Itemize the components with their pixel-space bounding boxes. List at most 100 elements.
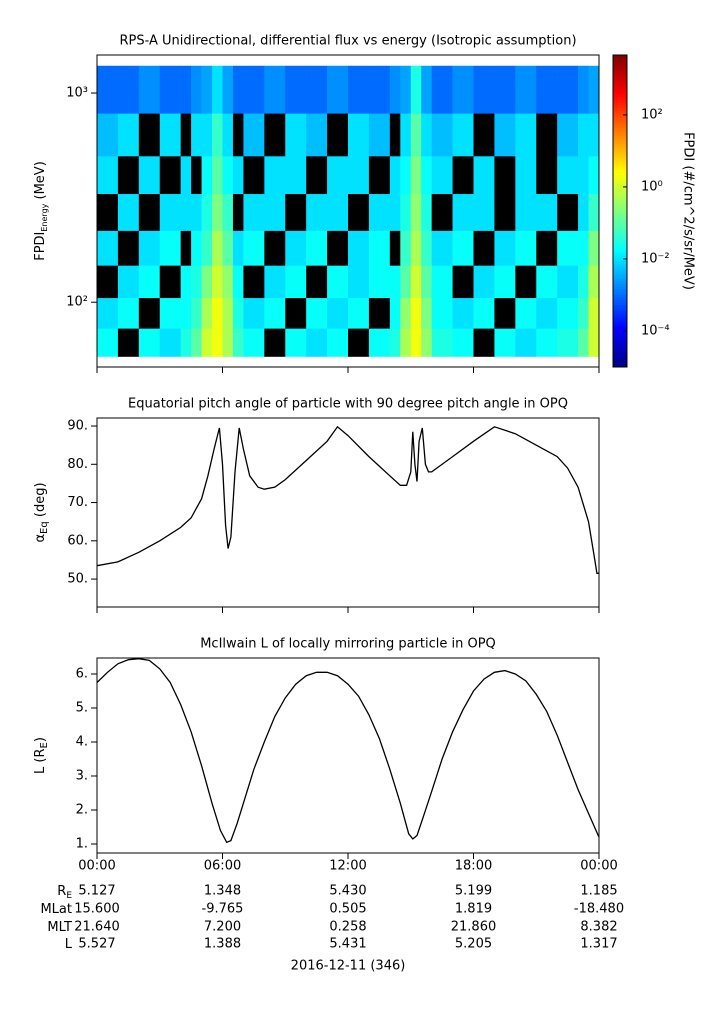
- spectrogram-cell: [180, 65, 192, 114]
- colorbar-swatch: [613, 234, 627, 238]
- spectrogram-cell: [327, 113, 349, 157]
- spectrogram-cell: [222, 65, 234, 114]
- spectrogram-cell: [494, 193, 516, 231]
- colorbar-swatch: [613, 242, 627, 246]
- spectrogram-cell: [588, 265, 600, 299]
- spectrogram-cell: [473, 113, 495, 157]
- ephemeris-label-sub: E: [66, 891, 72, 901]
- spectrogram-cell: [97, 328, 119, 357]
- spectrogram-cell: [473, 328, 495, 357]
- colorbar-tick-label: 10⁻⁴: [641, 323, 670, 338]
- spectrogram-cell: [578, 113, 589, 157]
- spectrogram-cell: [117, 156, 140, 195]
- spectrogram-cell: [180, 297, 192, 329]
- spectrogram-cell: [515, 113, 537, 157]
- spectrogram-cell: [138, 297, 161, 329]
- date-label: 2016-12-11 (346): [291, 959, 406, 974]
- y-tick-label: 1.: [76, 836, 88, 851]
- spectrogram-cell: [400, 297, 412, 329]
- spectrogram-cell: [222, 265, 234, 299]
- colorbar-frame: [612, 54, 628, 368]
- colorbar-swatch: [613, 68, 627, 72]
- colorbar-swatch: [613, 101, 627, 105]
- spectrogram-cell: [117, 193, 140, 231]
- ephemeris-label-main: MLat: [40, 902, 72, 917]
- colorbar-swatch: [613, 164, 627, 168]
- spectrogram-cell: [327, 328, 349, 357]
- colorbar-swatch: [613, 179, 627, 183]
- spectrogram-cell: [138, 113, 161, 157]
- ephemeris-value: 7.200: [204, 920, 241, 935]
- colorbar-swatch: [613, 213, 627, 217]
- spectrogram-cell: [452, 230, 474, 266]
- spectrogram-cell: [578, 65, 589, 114]
- colorbar-swatch: [613, 260, 627, 264]
- spectrogram-cell: [421, 65, 432, 114]
- colorbar-swatch: [613, 159, 627, 163]
- x-tick-label: 00:00: [580, 859, 617, 874]
- spectrogram-cell: [191, 328, 202, 357]
- colorbar-swatch: [613, 143, 627, 147]
- spectrogram-cell: [400, 113, 412, 157]
- colorbar-swatch: [613, 161, 627, 165]
- spectrogram-cell: [159, 156, 181, 195]
- colorbar-swatch: [613, 244, 627, 248]
- spectrogram-cell: [431, 113, 453, 157]
- spectrogram-cell: [191, 230, 202, 266]
- colorbar-swatch: [613, 270, 627, 274]
- spectrogram-cell: [494, 65, 516, 114]
- colorbar-swatch: [613, 153, 627, 157]
- ephemeris-value: 5.127: [78, 884, 115, 899]
- spectrogram-cell: [494, 113, 516, 157]
- spectrogram-cell: [159, 193, 181, 231]
- spectrogram-cell: [138, 265, 161, 299]
- colorbar-swatch: [613, 276, 627, 280]
- ephemeris-value: 1.317: [580, 937, 617, 952]
- colorbar-tick-label: 10⁰: [641, 179, 663, 194]
- spectrogram-cell: [536, 65, 558, 114]
- colorbar-swatch: [613, 283, 627, 287]
- spectrogram-cell: [243, 113, 265, 157]
- spectrogram-cell: [159, 65, 181, 114]
- spectrogram-cell: [201, 65, 213, 114]
- spectrogram-cell: [117, 265, 140, 299]
- spectrogram-cell: [117, 113, 140, 157]
- spectrogram-cell: [431, 328, 453, 357]
- colorbar-swatch: [613, 65, 627, 69]
- colorbar-swatch: [613, 114, 627, 118]
- colorbar-swatch: [613, 99, 627, 103]
- spectrogram-cell: [368, 156, 391, 195]
- y-axis-label-part: Energy: [40, 203, 49, 231]
- spectrogram-cell: [578, 328, 589, 357]
- y-axis-label-part: α: [33, 534, 48, 543]
- colorbar-swatch: [613, 273, 627, 277]
- spectrogram-cell: [191, 193, 202, 231]
- spectrogram-cell: [97, 65, 119, 114]
- ephemeris-label-main: R: [57, 884, 66, 899]
- spectrogram-cell: [306, 193, 328, 231]
- ephemeris-label: L: [65, 937, 73, 952]
- colorbar-swatch: [613, 211, 627, 215]
- spectrogram-cell: [243, 193, 265, 231]
- colorbar-swatch: [613, 356, 627, 360]
- spectrogram-cell: [348, 113, 370, 157]
- spectrogram-cell: [222, 113, 234, 157]
- spectrogram-cell: [557, 328, 579, 357]
- spectrogram-cell: [222, 297, 234, 329]
- spectrogram-cell: [201, 297, 213, 329]
- colorbar-swatch: [613, 104, 627, 108]
- colorbar-swatch: [613, 325, 627, 329]
- spectrogram-cell: [536, 230, 558, 266]
- colorbar-swatch: [613, 239, 627, 243]
- spectrogram-cell: [201, 265, 213, 299]
- spectrogram-cell: [389, 113, 401, 157]
- colorbar-swatch: [613, 216, 627, 220]
- ephemeris-value: 21.860: [451, 920, 497, 935]
- spectrogram-cell: [232, 193, 244, 231]
- spectrogram-cell: [232, 113, 244, 157]
- spectrogram-cell: [452, 265, 474, 299]
- colorbar-swatch: [613, 309, 627, 313]
- x-tick-label: 06:00: [204, 859, 241, 874]
- spectrogram-cell: [138, 328, 161, 357]
- spectrogram-cell: [222, 230, 234, 266]
